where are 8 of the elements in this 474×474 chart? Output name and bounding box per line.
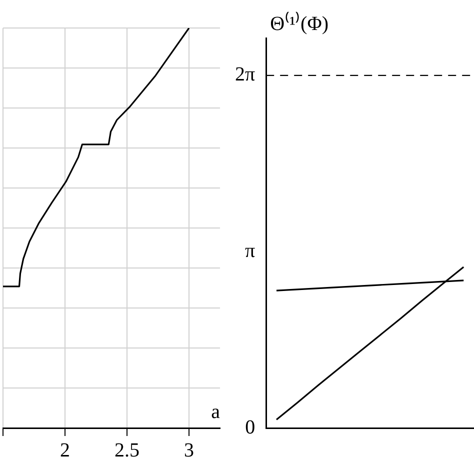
y-tick-label: 0 (245, 416, 256, 438)
y-tick-label: 2π (234, 64, 256, 86)
x-tick-label: 3 (184, 439, 194, 462)
y-tick-label: π (244, 240, 256, 262)
y-axis-title: Θ⁽¹⁾(Φ) (270, 11, 328, 35)
x-tick-label: 2.5 (114, 439, 140, 462)
x-axis-title: a (211, 401, 220, 423)
x-tick-label: 2 (60, 439, 70, 462)
